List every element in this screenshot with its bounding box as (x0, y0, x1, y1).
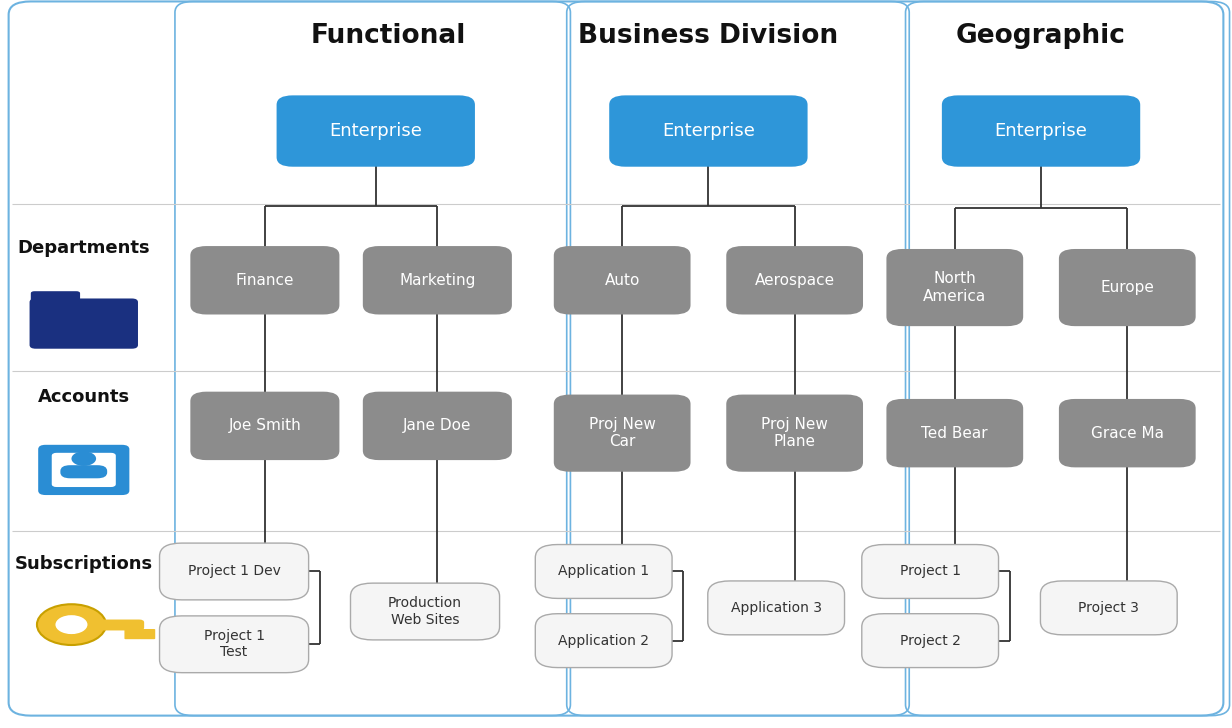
FancyBboxPatch shape (362, 392, 513, 460)
FancyBboxPatch shape (554, 246, 690, 314)
FancyBboxPatch shape (160, 543, 308, 600)
FancyBboxPatch shape (727, 246, 862, 314)
Text: Departments: Departments (17, 239, 150, 256)
FancyBboxPatch shape (31, 291, 80, 304)
FancyBboxPatch shape (52, 453, 116, 487)
FancyBboxPatch shape (362, 246, 513, 314)
Text: Project 1
Test: Project 1 Test (203, 629, 265, 660)
Text: Project 3: Project 3 (1078, 601, 1140, 615)
FancyBboxPatch shape (727, 395, 862, 472)
Text: Application 1: Application 1 (558, 564, 649, 579)
FancyBboxPatch shape (350, 583, 500, 640)
FancyBboxPatch shape (60, 465, 107, 478)
Text: Production
Web Sites: Production Web Sites (388, 596, 462, 627)
Text: Finance: Finance (235, 273, 294, 288)
FancyBboxPatch shape (1060, 249, 1195, 326)
FancyBboxPatch shape (30, 298, 138, 349)
Text: Proj New
Plane: Proj New Plane (761, 417, 828, 449)
FancyBboxPatch shape (535, 614, 673, 668)
Text: Proj New
Car: Proj New Car (589, 417, 655, 449)
FancyBboxPatch shape (887, 399, 1024, 467)
FancyBboxPatch shape (941, 95, 1141, 167)
Text: Enterprise: Enterprise (662, 122, 755, 140)
Text: Aerospace: Aerospace (754, 273, 835, 288)
Text: Grace Ma: Grace Ma (1090, 426, 1164, 440)
Text: Auto: Auto (605, 273, 639, 288)
Circle shape (55, 615, 87, 634)
FancyBboxPatch shape (887, 249, 1024, 326)
Text: Ted Bear: Ted Bear (922, 426, 988, 440)
FancyBboxPatch shape (276, 95, 474, 167)
Text: Geographic: Geographic (956, 23, 1126, 50)
Circle shape (37, 604, 106, 645)
Text: Jane Doe: Jane Doe (403, 419, 472, 433)
FancyBboxPatch shape (38, 445, 129, 495)
Text: Project 1: Project 1 (899, 564, 961, 579)
FancyBboxPatch shape (1060, 399, 1195, 467)
Text: Joe Smith: Joe Smith (228, 419, 302, 433)
Text: Application 2: Application 2 (558, 633, 649, 648)
Text: Project 1 Dev: Project 1 Dev (187, 564, 281, 579)
FancyBboxPatch shape (124, 629, 140, 639)
FancyBboxPatch shape (707, 581, 845, 635)
Text: Functional: Functional (310, 23, 466, 50)
FancyBboxPatch shape (190, 392, 340, 460)
FancyBboxPatch shape (160, 616, 308, 673)
Circle shape (71, 451, 96, 466)
FancyBboxPatch shape (139, 629, 155, 639)
FancyBboxPatch shape (862, 614, 998, 668)
Text: Enterprise: Enterprise (329, 122, 423, 140)
Text: Enterprise: Enterprise (994, 122, 1088, 140)
FancyBboxPatch shape (1040, 581, 1178, 635)
Text: North
America: North America (923, 272, 987, 304)
Text: Business Division: Business Division (578, 23, 839, 50)
Text: Application 3: Application 3 (731, 601, 822, 615)
FancyBboxPatch shape (190, 246, 340, 314)
FancyBboxPatch shape (554, 395, 690, 472)
FancyBboxPatch shape (86, 620, 144, 630)
FancyBboxPatch shape (535, 545, 673, 598)
Text: Europe: Europe (1100, 280, 1154, 295)
Text: Subscriptions: Subscriptions (15, 555, 153, 573)
Text: Accounts: Accounts (38, 388, 129, 405)
FancyBboxPatch shape (862, 545, 998, 598)
Text: Marketing: Marketing (399, 273, 476, 288)
FancyBboxPatch shape (609, 95, 808, 167)
Text: Project 2: Project 2 (899, 633, 961, 648)
